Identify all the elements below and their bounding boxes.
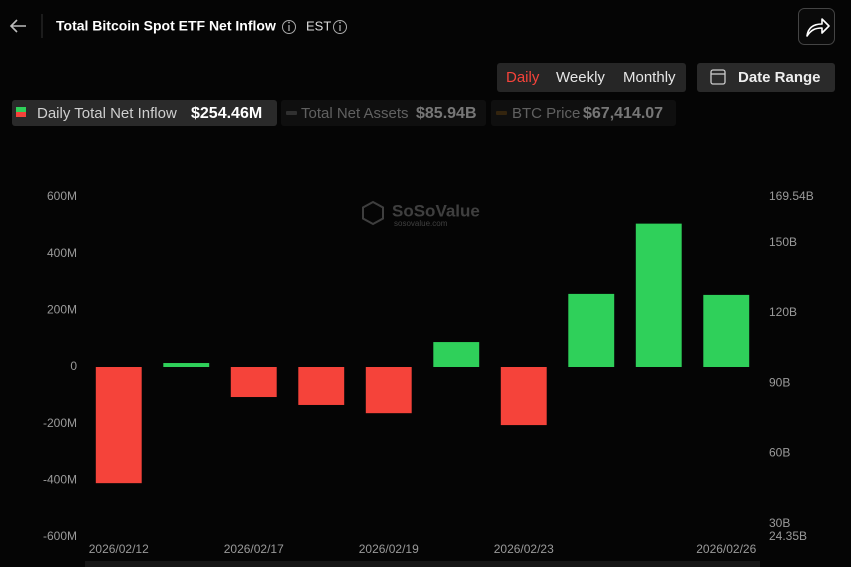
timezone[interactable]: EST bbox=[306, 18, 331, 33]
chip-icon bbox=[16, 112, 26, 117]
chip-name: Total Net Assets bbox=[301, 105, 409, 122]
chip-background bbox=[491, 100, 676, 126]
y-tick-label: 0 bbox=[70, 359, 77, 373]
watermark: SoSoValue sosovalue.com bbox=[362, 200, 480, 228]
info-icon[interactable] bbox=[282, 20, 296, 34]
y2-tick-label: 120B bbox=[769, 305, 797, 319]
y-tick-label: -400M bbox=[43, 473, 77, 487]
y2-tick-label: 60B bbox=[769, 446, 790, 460]
x-tick-label: 2026/02/26 bbox=[696, 542, 756, 556]
chip-icon bbox=[286, 111, 297, 115]
chip-value: $67,414.07 bbox=[583, 105, 663, 122]
back-button[interactable] bbox=[9, 19, 26, 33]
info-icon[interactable] bbox=[333, 20, 347, 34]
chip-background bbox=[12, 100, 277, 126]
y2-tick-label: 90B bbox=[769, 375, 790, 389]
chip-name: Daily Total Net Inflow bbox=[37, 105, 177, 122]
watermark-url: sosovalue.com bbox=[394, 219, 448, 228]
x-tick-label: 2026/02/17 bbox=[224, 542, 284, 556]
chip-icon bbox=[16, 107, 26, 112]
y2-tick-label: 30B bbox=[769, 516, 790, 530]
legend-chip[interactable]: Total Net Assets $85.94B bbox=[281, 100, 486, 126]
period-tab[interactable]: Weekly bbox=[556, 69, 605, 86]
bar bbox=[433, 342, 480, 367]
legend-chip[interactable]: Daily Total Net Inflow $254.46M bbox=[12, 100, 277, 126]
chip-value: $254.46M bbox=[191, 105, 262, 122]
bar bbox=[230, 367, 277, 398]
chip-icon bbox=[496, 111, 507, 115]
y-tick-label: -200M bbox=[43, 416, 77, 430]
bar bbox=[298, 367, 345, 405]
page-title: Total Bitcoin Spot ETF Net Inflow bbox=[56, 18, 276, 34]
back-arrow bbox=[9, 19, 26, 33]
period-tabs bbox=[497, 63, 686, 92]
chip-name: BTC Price bbox=[512, 105, 580, 122]
chip-background bbox=[281, 100, 486, 126]
bar bbox=[365, 367, 412, 414]
bar bbox=[568, 293, 615, 367]
y-tick-label: 200M bbox=[47, 303, 77, 317]
chip-value: $85.94B bbox=[416, 105, 477, 122]
period-tab[interactable]: Daily bbox=[506, 69, 540, 86]
y2-tick-label: 150B bbox=[769, 235, 797, 249]
y2-tick-label: 24.35B bbox=[769, 529, 807, 543]
date-range-button[interactable]: Date Range bbox=[697, 63, 835, 92]
bar bbox=[635, 223, 682, 367]
y2-tick-label: 169.54B bbox=[769, 189, 814, 203]
range-slider[interactable] bbox=[85, 561, 760, 567]
x-tick-label: 2026/02/23 bbox=[494, 542, 554, 556]
x-tick-label: 2026/02/12 bbox=[89, 542, 149, 556]
y-tick-label: 400M bbox=[47, 246, 77, 260]
bar bbox=[703, 294, 750, 367]
legend-chip[interactable]: BTC Price $67,414.07 bbox=[491, 100, 676, 126]
bar bbox=[500, 367, 547, 426]
watermark-text: SoSoValue bbox=[392, 201, 480, 220]
date-range-label: Date Range bbox=[738, 69, 821, 86]
period-tab[interactable]: Monthly bbox=[623, 69, 676, 86]
bar bbox=[163, 363, 210, 367]
y-tick-label: 600M bbox=[47, 189, 77, 203]
bar bbox=[95, 367, 142, 484]
y-tick-label: -600M bbox=[43, 529, 77, 543]
x-tick-label: 2026/02/19 bbox=[359, 542, 419, 556]
share-button[interactable] bbox=[798, 8, 835, 45]
